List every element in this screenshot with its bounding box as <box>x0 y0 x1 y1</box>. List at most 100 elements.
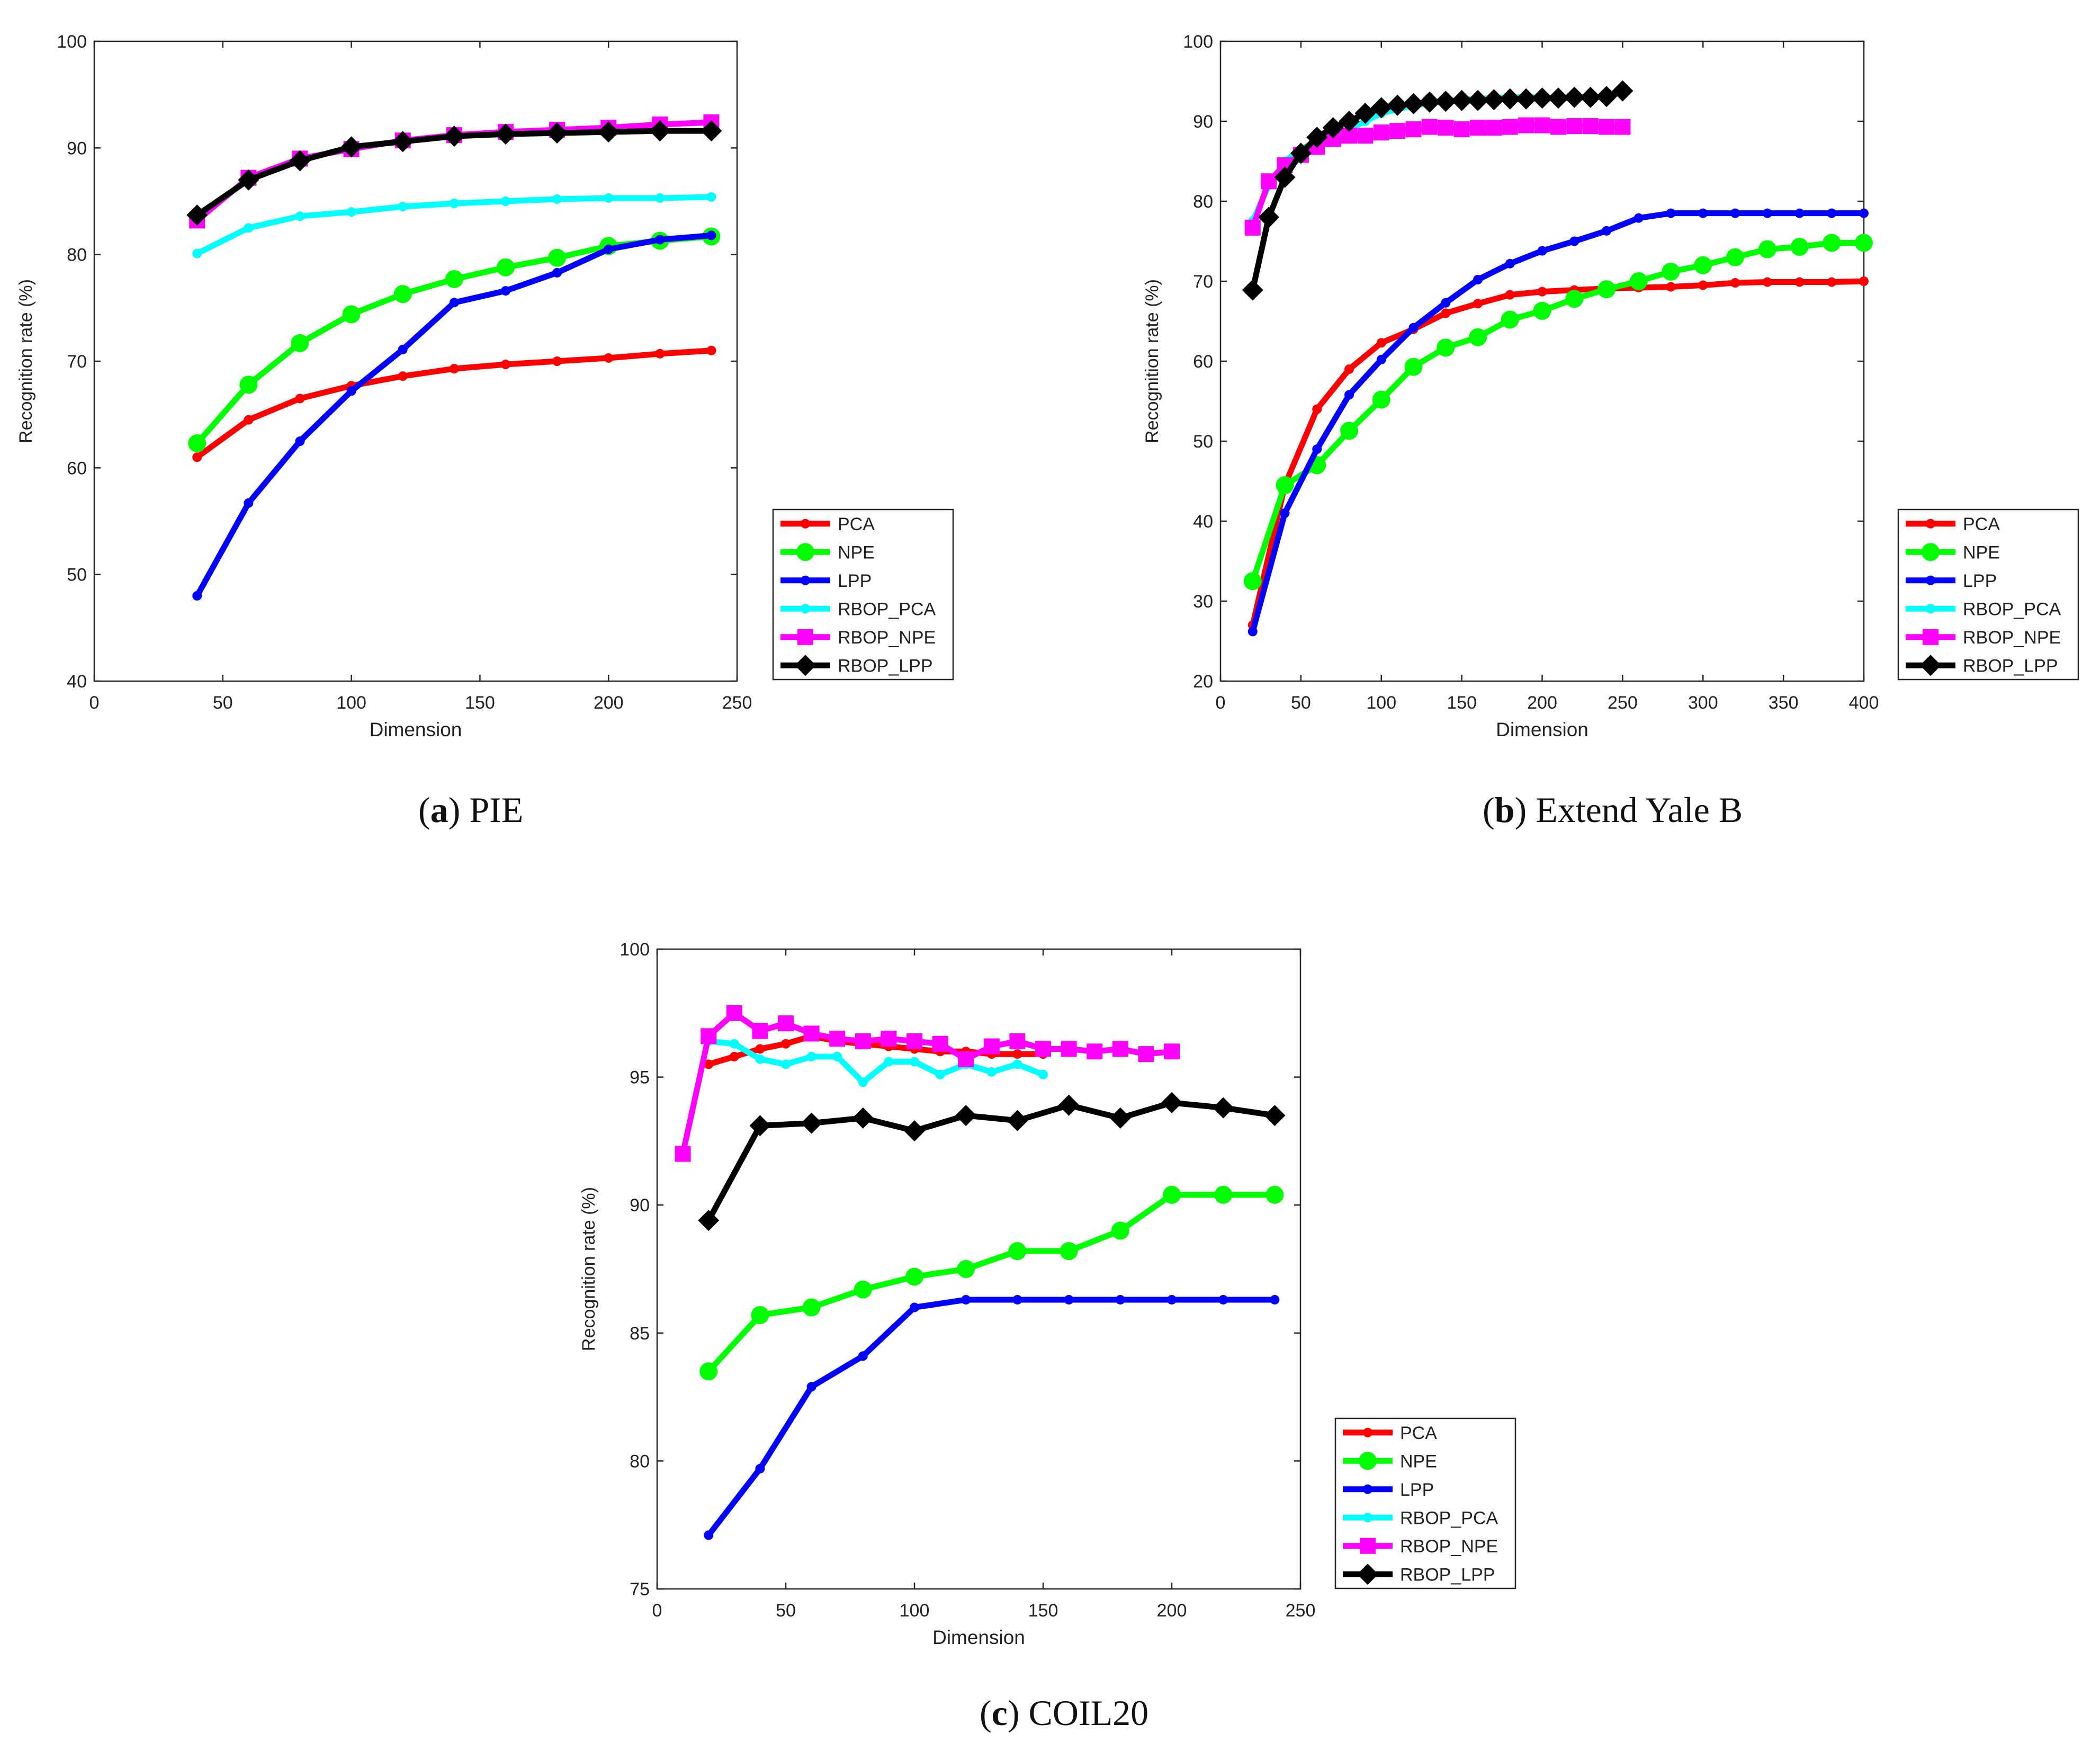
data-point-rbop-lpp <box>1354 102 1376 124</box>
data-point-lpp <box>806 1382 816 1392</box>
data-point-lpp <box>1602 226 1611 236</box>
data-point-lpp <box>449 298 459 308</box>
y-tick-label: 80 <box>1193 192 1213 212</box>
data-point-rbop-lpp <box>289 150 311 172</box>
legend-marker-rbop-pca <box>1363 1513 1372 1523</box>
data-point-rbop-pca <box>884 1057 894 1067</box>
data-point-rbop-npe <box>1486 120 1502 136</box>
data-point-lpp <box>1730 208 1740 218</box>
legend-marker-rbop-lpp <box>1920 655 1941 676</box>
data-point-lpp <box>500 286 510 296</box>
data-point-lpp <box>295 436 305 446</box>
data-point-lpp <box>910 1302 919 1312</box>
legend-label-pca: PCA <box>838 514 875 534</box>
x-tick-label: 200 <box>1157 1601 1187 1621</box>
data-point-lpp <box>1376 354 1386 364</box>
data-point-rbop-npe <box>1470 120 1486 136</box>
data-point-pca <box>1505 290 1515 300</box>
data-point-rbop-lpp <box>1109 1107 1131 1129</box>
data-point-rbop-pca <box>1012 1059 1022 1069</box>
data-point-rbop-lpp <box>546 122 568 144</box>
legend-label-lpp: LPP <box>838 571 872 591</box>
data-point-rbop-npe <box>932 1035 948 1052</box>
data-point-rbop-npe <box>1438 120 1454 136</box>
y-axis-label: Recognition rate (%) <box>16 279 36 443</box>
y-tick-label: 40 <box>1193 512 1213 532</box>
data-point-lpp <box>1666 208 1676 218</box>
data-point-rbop-lpp <box>392 131 414 153</box>
data-point-pca <box>1827 277 1837 287</box>
data-point-npe <box>1694 256 1712 274</box>
data-point-lpp <box>1569 236 1580 246</box>
legend-label-lpp: LPP <box>1400 1480 1434 1500</box>
x-axis-label: Dimension <box>932 1627 1025 1648</box>
data-point-rbop-lpp <box>1339 111 1360 132</box>
data-point-lpp <box>244 498 254 508</box>
x-tick-label: 100 <box>900 1601 930 1621</box>
data-point-npe <box>1758 240 1776 258</box>
x-axis-label: Dimension <box>370 719 462 740</box>
data-point-lpp <box>398 344 408 354</box>
data-point-npe <box>1790 238 1809 256</box>
data-point-rbop-npe <box>803 1025 820 1042</box>
legend-label-rbop-pca: RBOP_PCA <box>1400 1508 1498 1528</box>
y-tick-label: 90 <box>1193 112 1213 132</box>
caption-c-text: COIL20 <box>1028 1693 1149 1733</box>
legend-label-rbop-npe: RBOP_NPE <box>1400 1536 1498 1557</box>
data-point-rbop-lpp <box>1058 1094 1080 1116</box>
data-point-rbop-npe <box>1164 1043 1180 1060</box>
data-point-rbop-lpp <box>598 121 620 143</box>
data-point-rbop-lpp <box>1580 86 1601 108</box>
x-tick-label: 100 <box>336 693 366 713</box>
data-point-rbop-pca <box>755 1054 765 1064</box>
data-point-pca <box>781 1039 791 1049</box>
data-point-lpp <box>552 267 562 278</box>
series-line-lpp <box>705 1297 1278 1539</box>
data-point-npe <box>751 1306 769 1324</box>
caption-b-letter: b <box>1494 790 1515 830</box>
data-point-npe <box>1437 338 1455 357</box>
legend-marker-rbop-pca <box>1926 604 1935 614</box>
y-tick-label: 100 <box>1183 32 1213 52</box>
legend-marker-rbop-npe <box>1360 1538 1376 1554</box>
data-point-pca <box>1312 404 1322 414</box>
data-point-pca <box>1698 280 1708 290</box>
data-point-rbop-npe <box>1112 1041 1128 1057</box>
data-point-pca <box>398 371 408 381</box>
data-point-rbop-lpp <box>1596 86 1617 108</box>
data-point-rbop-lpp <box>1242 279 1263 301</box>
data-point-lpp <box>1312 444 1322 454</box>
data-point-pca <box>1794 277 1805 287</box>
legend-marker-pca <box>1926 519 1935 529</box>
x-tick-label: 50 <box>213 693 233 713</box>
data-point-rbop-lpp <box>340 136 362 158</box>
data-point-rbop-lpp <box>955 1105 977 1127</box>
series-rbop-pca <box>192 192 716 258</box>
y-tick-label: 30 <box>1193 592 1213 612</box>
data-point-rbop-lpp <box>1370 97 1392 119</box>
data-point-rbop-pca <box>655 193 665 203</box>
data-point-npe <box>1008 1242 1027 1261</box>
data-point-rbop-npe <box>1502 119 1518 135</box>
x-tick-label: 0 <box>89 693 100 713</box>
data-point-lpp <box>1537 246 1547 256</box>
data-point-npe <box>905 1267 923 1286</box>
data-point-lpp <box>961 1294 971 1305</box>
data-point-rbop-lpp <box>1007 1110 1028 1131</box>
data-point-rbop-npe <box>1009 1033 1026 1049</box>
x-tick-label: 50 <box>776 1601 796 1621</box>
data-point-rbop-npe <box>983 1038 1000 1055</box>
data-point-rbop-npe <box>1566 118 1583 135</box>
data-point-rbop-pca <box>244 223 254 233</box>
data-point-lpp <box>604 244 614 254</box>
series-rbop-npe <box>1244 117 1631 236</box>
x-tick-label: 400 <box>1849 693 1879 713</box>
x-tick-label: 50 <box>1291 693 1311 713</box>
x-tick-label: 150 <box>1028 1601 1058 1621</box>
data-point-rbop-npe <box>752 1023 768 1039</box>
data-point-rbop-pca <box>832 1051 842 1061</box>
data-point-npe <box>1404 358 1423 376</box>
data-point-npe <box>1855 234 1873 252</box>
data-point-pca <box>552 356 562 366</box>
